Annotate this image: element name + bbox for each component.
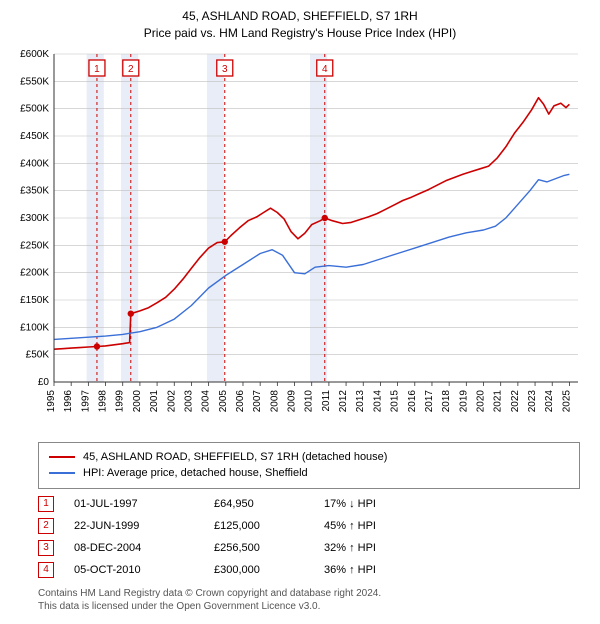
svg-text:1997: 1997 [80, 389, 91, 412]
svg-text:2008: 2008 [269, 389, 280, 412]
svg-text:£50K: £50K [26, 349, 50, 360]
svg-text:£250K: £250K [20, 240, 49, 251]
svg-text:2024: 2024 [544, 389, 555, 412]
sale-price: £256,500 [214, 542, 304, 554]
svg-text:£0: £0 [38, 377, 50, 388]
svg-text:2002: 2002 [166, 389, 177, 412]
svg-text:2000: 2000 [132, 389, 143, 412]
svg-text:2003: 2003 [183, 389, 194, 412]
legend-swatch [49, 472, 75, 474]
sale-delta: 36% ↑ HPI [324, 564, 414, 576]
svg-text:2018: 2018 [441, 389, 452, 412]
sale-date: 01-JUL-1997 [74, 498, 194, 510]
svg-text:2010: 2010 [304, 389, 315, 412]
svg-text:2007: 2007 [252, 389, 263, 412]
table-row: 3 08-DEC-2004 £256,500 32% ↑ HPI [38, 537, 580, 559]
sale-date: 08-DEC-2004 [74, 542, 194, 554]
svg-text:£200K: £200K [20, 267, 49, 278]
svg-text:2004: 2004 [201, 389, 212, 412]
svg-text:£300K: £300K [20, 213, 49, 224]
footer-line: This data is licensed under the Open Gov… [38, 600, 580, 614]
svg-text:£400K: £400K [20, 158, 49, 169]
sale-price: £125,000 [214, 520, 304, 532]
footer-line: Contains HM Land Registry data © Crown c… [38, 587, 580, 601]
svg-text:2012: 2012 [338, 389, 349, 412]
svg-text:£600K: £600K [20, 49, 49, 60]
sale-delta: 45% ↑ HPI [324, 520, 414, 532]
table-row: 4 05-OCT-2010 £300,000 36% ↑ HPI [38, 559, 580, 581]
svg-text:2021: 2021 [493, 389, 504, 412]
sale-price: £64,950 [214, 498, 304, 510]
sale-marker: 3 [38, 540, 54, 556]
svg-text:2: 2 [128, 64, 134, 75]
svg-text:3: 3 [222, 64, 228, 75]
svg-text:1995: 1995 [46, 389, 57, 412]
svg-text:2017: 2017 [424, 389, 435, 412]
footer: Contains HM Land Registry data © Crown c… [38, 587, 580, 614]
svg-text:2025: 2025 [561, 389, 572, 412]
svg-text:2001: 2001 [149, 389, 160, 412]
sale-marker: 1 [38, 496, 54, 512]
svg-text:2023: 2023 [527, 389, 538, 412]
svg-text:1: 1 [94, 64, 100, 75]
title-subtitle: Price paid vs. HM Land Registry's House … [10, 25, 590, 42]
svg-text:1999: 1999 [115, 389, 126, 412]
svg-text:2014: 2014 [372, 389, 383, 412]
svg-text:2009: 2009 [287, 389, 298, 412]
svg-text:1996: 1996 [63, 389, 74, 412]
legend-label: 45, ASHLAND ROAD, SHEFFIELD, S7 1RH (det… [83, 449, 387, 466]
legend-label: HPI: Average price, detached house, Shef… [83, 465, 308, 482]
svg-text:£450K: £450K [20, 131, 49, 142]
legend-swatch [49, 456, 75, 458]
sale-marker: 4 [38, 562, 54, 578]
svg-text:2006: 2006 [235, 389, 246, 412]
svg-text:2022: 2022 [510, 389, 521, 412]
title-address: 45, ASHLAND ROAD, SHEFFIELD, S7 1RH [10, 8, 590, 25]
table-row: 2 22-JUN-1999 £125,000 45% ↑ HPI [38, 515, 580, 537]
svg-text:£100K: £100K [20, 322, 49, 333]
svg-text:2013: 2013 [355, 389, 366, 412]
legend-item: HPI: Average price, detached house, Shef… [49, 465, 569, 482]
svg-text:2011: 2011 [321, 389, 332, 411]
legend-item: 45, ASHLAND ROAD, SHEFFIELD, S7 1RH (det… [49, 449, 569, 466]
chart-svg: £0 £50K £100K £150K £200K £250K £300K £350K £400… [10, 46, 590, 436]
svg-text:4: 4 [322, 64, 328, 75]
svg-text:£150K: £150K [20, 295, 49, 306]
svg-text:2020: 2020 [476, 389, 487, 412]
chart-container: 45, ASHLAND ROAD, SHEFFIELD, S7 1RH Pric… [0, 0, 600, 624]
title-block: 45, ASHLAND ROAD, SHEFFIELD, S7 1RH Pric… [10, 8, 590, 42]
svg-text:£550K: £550K [20, 76, 49, 87]
svg-text:2005: 2005 [218, 389, 229, 412]
sale-date: 22-JUN-1999 [74, 520, 194, 532]
sale-marker: 2 [38, 518, 54, 534]
svg-text:£500K: £500K [20, 103, 49, 114]
sale-delta: 17% ↓ HPI [324, 498, 414, 510]
sale-delta: 32% ↑ HPI [324, 542, 414, 554]
svg-text:£350K: £350K [20, 185, 49, 196]
svg-text:2019: 2019 [458, 389, 469, 412]
sale-date: 05-OCT-2010 [74, 564, 194, 576]
svg-text:1998: 1998 [98, 389, 109, 412]
sales-table: 1 01-JUL-1997 £64,950 17% ↓ HPI 2 22-JUN… [38, 493, 580, 581]
legend: 45, ASHLAND ROAD, SHEFFIELD, S7 1RH (det… [38, 442, 580, 489]
sale-price: £300,000 [214, 564, 304, 576]
price-chart: £0 £50K £100K £150K £200K £250K £300K £350K £400… [10, 46, 590, 436]
table-row: 1 01-JUL-1997 £64,950 17% ↓ HPI [38, 493, 580, 515]
svg-text:2015: 2015 [390, 389, 401, 412]
svg-text:2016: 2016 [407, 389, 418, 412]
